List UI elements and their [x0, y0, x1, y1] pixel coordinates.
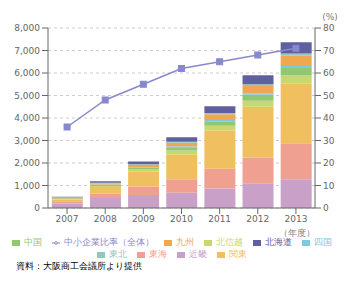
svg-text:（年度）: （年度） — [279, 228, 315, 238]
html-text:東海: 東海 — [148, 249, 167, 259]
svg-text:(%): (%) — [322, 12, 338, 22]
html-text:東北: 東北 — [108, 249, 127, 259]
svg-text:2011: 2011 — [208, 214, 231, 224]
svg-text:3,000: 3,000 — [14, 136, 40, 146]
svg-text:6,000: 6,000 — [14, 68, 40, 78]
html-text:四国: 四国 — [313, 237, 332, 247]
html-text:中小企業比率（全体）: 中小企業比率（全体） — [63, 237, 154, 247]
svg-text:2010: 2010 — [170, 214, 193, 224]
svg-text:2008: 2008 — [94, 214, 117, 224]
html-text:中国: 中国 — [23, 237, 42, 247]
svg-text:5,000: 5,000 — [14, 91, 40, 101]
html-text:資料：大阪商工会議所より提供: 資料：大阪商工会議所より提供 — [16, 261, 142, 271]
svg-text:60: 60 — [323, 68, 335, 78]
svg-text:1,000: 1,000 — [14, 181, 40, 191]
svg-text:2007: 2007 — [56, 214, 79, 224]
html-text:九州: 九州 — [175, 237, 194, 247]
html-text:北海道: 北海道 — [264, 237, 292, 247]
svg-text:2009: 2009 — [132, 214, 155, 224]
svg-text:7,000: 7,000 — [14, 46, 40, 56]
svg-text:2,000: 2,000 — [14, 158, 40, 168]
svg-text:2013: 2013 — [284, 214, 307, 224]
html-text:近畿: 近畿 — [188, 249, 207, 259]
html-text:関東: 関東 — [228, 249, 247, 259]
svg-text:20: 20 — [323, 158, 335, 168]
html-text:北信越: 北信越 — [215, 237, 243, 247]
svg-text:0: 0 — [323, 203, 329, 213]
svg-text:50: 50 — [323, 91, 335, 101]
svg-text:30: 30 — [323, 136, 335, 146]
svg-text:70: 70 — [323, 46, 335, 56]
svg-text:0: 0 — [34, 203, 40, 213]
svg-text:80: 80 — [323, 23, 335, 33]
svg-text:8,000: 8,000 — [14, 23, 40, 33]
svg-text:10: 10 — [323, 181, 335, 191]
svg-text:40: 40 — [323, 113, 335, 123]
svg-text:4,000: 4,000 — [14, 113, 40, 123]
svg-text:2012: 2012 — [246, 214, 269, 224]
